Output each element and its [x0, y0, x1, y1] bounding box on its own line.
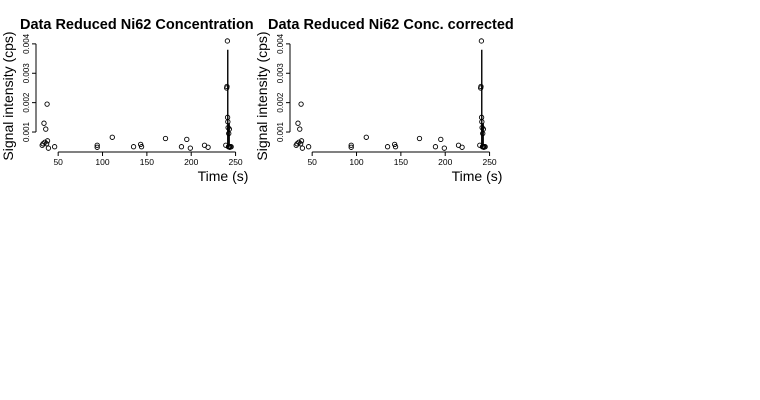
data-point: [184, 136, 190, 143]
data-point: [298, 101, 304, 107]
data-point: [295, 120, 301, 126]
data-point: [205, 144, 211, 150]
data-point: [297, 141, 304, 147]
y-tick-label: 0.001: [276, 121, 285, 142]
data-point: [138, 141, 144, 148]
data-point: [45, 145, 52, 151]
plot-area: 0.001 0.002 0.003 0.004 50 100 150 200 250: [22, 33, 243, 167]
x-axis-label: Time (s): [452, 168, 503, 184]
y-tick-label: 0.003: [276, 63, 285, 84]
data-point: [109, 134, 115, 140]
data-point: [441, 145, 447, 151]
data-point: [432, 144, 439, 150]
x-tick-label: 250: [482, 157, 496, 167]
plot-area: 0.001 0.002 0.003 0.004 50 100 150 200 250: [276, 33, 497, 167]
data-point: [41, 120, 47, 126]
y-axis-label: Signal intensity (cps): [254, 31, 270, 160]
y-tick-label: 0.002: [276, 92, 285, 113]
data-point: [43, 141, 50, 147]
x-tick-label: 150: [140, 157, 154, 167]
y-tick-label: 0.001: [22, 121, 31, 142]
data-point: [187, 145, 193, 151]
y-tick-label: 0.002: [22, 92, 31, 113]
data-point: [479, 124, 485, 131]
data-point: [44, 138, 51, 144]
chart-panel-concentration: Data Reduced Ni62 Concentration Time (s)…: [0, 0, 254, 190]
y-tick-label: 0.004: [22, 33, 31, 54]
data-point: [480, 126, 487, 132]
y-tick-label: 0.004: [276, 33, 285, 54]
scatter-plot-concentration: Data Reduced Ni62 Concentration Time (s)…: [0, 17, 254, 184]
data-point: [299, 145, 306, 151]
data-point: [363, 134, 369, 140]
x-axis-label: Time (s): [198, 168, 249, 184]
data-point: [226, 126, 233, 132]
data-point: [94, 144, 100, 150]
data-point: [178, 144, 185, 150]
data-point: [225, 119, 231, 125]
data-point: [348, 144, 354, 150]
data-point: [138, 144, 145, 150]
data-point: [482, 144, 488, 150]
x-tick-label: 50: [307, 157, 317, 167]
chart-title: Data Reduced Ni62 Conc. corrected: [268, 17, 514, 33]
x-tick-label: 200: [184, 157, 198, 167]
data-point: [228, 144, 234, 150]
data-point: [305, 144, 312, 150]
x-tick-label: 150: [394, 157, 408, 167]
data-point: [392, 144, 399, 150]
x-tick-label: 50: [53, 157, 63, 167]
data-point: [224, 38, 231, 44]
data-point: [478, 83, 484, 90]
chart-panel-corrected: Data Reduced Ni62 Conc. corrected Time (…: [254, 0, 514, 190]
data-point: [224, 83, 230, 90]
data-point: [223, 142, 229, 148]
data-point: [162, 135, 169, 142]
data-point: [477, 142, 483, 148]
data-point: [479, 119, 485, 125]
data-point: [384, 144, 391, 150]
data-point: [43, 126, 49, 132]
data-point: [94, 142, 100, 148]
x-tick-label: 100: [349, 157, 363, 167]
data-point: [51, 144, 58, 150]
data-point: [416, 135, 423, 142]
x-tick-label: 100: [95, 157, 109, 167]
data-point: [44, 101, 50, 107]
x-tick-label: 250: [228, 157, 242, 167]
x-tick-label: 200: [438, 157, 452, 167]
data-point: [348, 142, 354, 148]
data-point: [298, 138, 305, 144]
data-point: [438, 136, 444, 143]
data-point: [478, 38, 485, 44]
scatter-plot-corrected: Data Reduced Ni62 Conc. corrected Time (…: [254, 17, 514, 184]
data-point: [392, 141, 398, 148]
y-tick-label: 0.003: [22, 63, 31, 84]
data-point: [297, 126, 303, 132]
data-point: [130, 144, 137, 150]
chart-title: Data Reduced Ni62 Concentration: [20, 17, 254, 33]
data-point: [225, 124, 231, 131]
data-point: [459, 144, 465, 150]
y-axis-label: Signal intensity (cps): [0, 31, 16, 160]
